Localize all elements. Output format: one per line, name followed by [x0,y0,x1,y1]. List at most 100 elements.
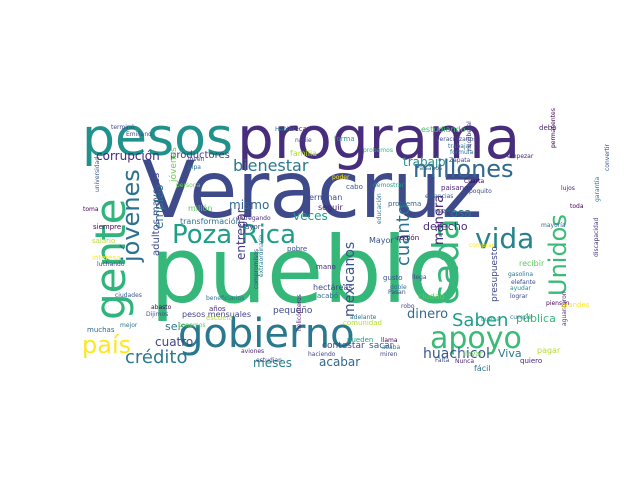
word: dinero [407,307,448,322]
word: terminó [111,124,135,131]
word: discapacidad [593,217,600,257]
word: elefante [511,279,536,286]
word: millón [188,203,212,213]
word: país [82,331,131,359]
word: gasolina [508,271,533,278]
word: pipa [188,164,201,171]
word: Viva [498,347,522,360]
word: adelante [350,314,377,321]
word: aguantaron [561,291,568,326]
word: transformación [180,216,241,226]
word: años [209,305,226,313]
word: Veracruz [142,146,483,236]
word: llega [412,274,427,281]
word: Saben [452,310,508,331]
word: crédito [125,347,187,368]
word: abasto [151,304,172,311]
word: entregar [234,208,248,260]
word: pueblo [150,217,464,324]
word: demostrar [373,182,405,189]
word: forma [334,135,355,143]
word: cuánto [393,204,414,266]
word: probamos [363,147,393,154]
word: Emiliano [126,131,152,138]
word: pública [516,312,556,325]
word: Paisanos [416,165,442,172]
word: mismo [229,198,269,212]
word: ayudar [510,285,532,292]
word: comprar [469,242,495,249]
word: pueden [347,336,373,344]
word: extraordinario [258,234,265,277]
word: derecho [423,220,468,233]
word: salario [92,237,115,245]
word: doble [390,284,407,291]
word: haciendo [308,351,336,358]
word: Mayor [239,223,261,231]
word: pesos mensuales [182,310,251,319]
word: siempre [93,223,121,231]
word: lograr [510,293,528,300]
word: acaba [382,344,400,351]
word: pesos [82,108,233,168]
word: trabajo [403,155,446,169]
word: trabajar [448,143,472,150]
word: gobierno [178,311,355,357]
word: familia [290,149,317,158]
word: educación [376,193,383,224]
word: seguir [318,203,343,212]
word: beneficiarios [206,295,244,302]
word: empleo [152,184,166,229]
word: meses [253,356,292,370]
word: mexicanos [342,242,358,317]
word: poder [332,174,350,181]
word: estancias [425,193,453,200]
word: presupuesto [490,246,500,302]
word: fórmula [450,149,473,156]
word: jóvenes [117,169,145,263]
word: gente [86,199,135,320]
word: Mayor [369,236,394,245]
word: cada [426,218,467,305]
word: muchas [87,326,115,334]
word: seis [165,320,187,333]
word: Hablar [275,126,295,133]
word: cumplir [510,314,533,321]
word: acabar [319,355,360,369]
word: toda [570,203,584,210]
word: mayoría [541,222,566,229]
word: toma [83,206,99,213]
word: debo [539,124,556,132]
word: programa [237,104,520,172]
word: Zapata [449,157,471,164]
word: bienestar [233,156,309,175]
word: Unidos [544,214,572,296]
word: problema [388,200,421,208]
word: manera [432,195,447,245]
word: aviones [241,348,264,355]
word: nadie [295,137,312,144]
word: hectáreas [313,283,353,292]
word: robo [401,303,415,310]
word: llevar [463,350,483,358]
word: recibir [519,259,545,268]
word: jóvenes [168,147,179,183]
word: estudian [256,357,282,364]
word: convertir [604,143,611,171]
word: productores [170,150,230,161]
word: ponemos [178,322,206,329]
word: gusto [383,274,403,282]
word: mano [316,263,336,271]
word: Poza Rica [172,220,296,250]
word: grandes [561,301,590,309]
word: cosa [444,206,472,220]
word: lujos [561,185,575,192]
word: Pasan [388,289,406,296]
word: veracruzanos [436,136,476,143]
word: joven [187,156,205,163]
word: quiero [520,357,542,365]
word: ciudades [115,292,142,299]
word: Cuarta [464,178,484,185]
